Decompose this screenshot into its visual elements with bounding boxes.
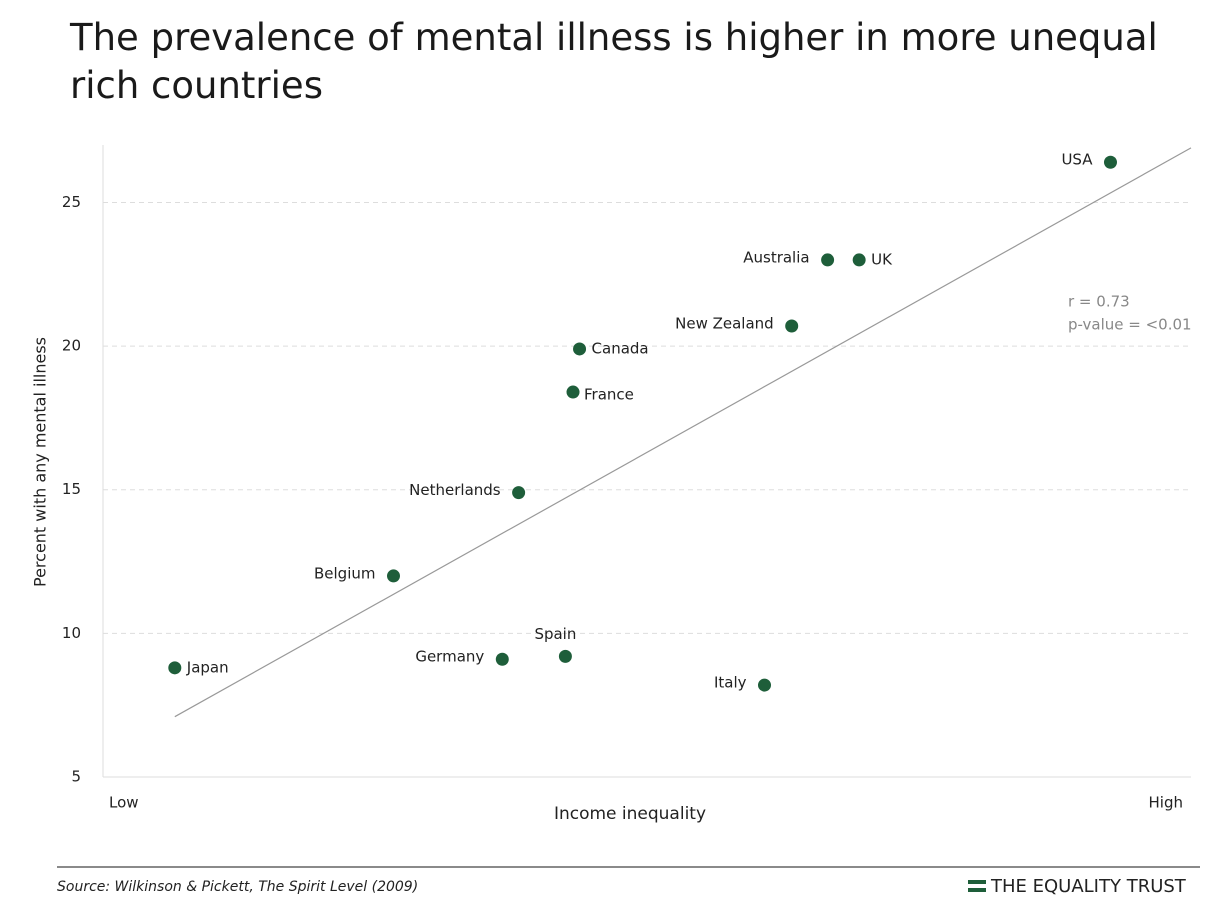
annotation: r = 0.73 xyxy=(1068,293,1130,311)
point-label: Japan xyxy=(186,658,229,676)
point-label: Netherlands xyxy=(409,481,501,499)
source: Source: Wilkinson & Pickett, The Spirit … xyxy=(57,879,418,895)
x-tick-label: Low xyxy=(109,794,139,812)
annotation: p-value = <0.01 xyxy=(1068,316,1192,334)
point xyxy=(821,253,835,267)
point-label: Belgium xyxy=(314,564,376,582)
y-tick-label: 20 xyxy=(62,337,81,355)
point-label: France xyxy=(584,386,634,404)
x-axis-label: Income inequality xyxy=(554,804,706,824)
point-label: New Zealand xyxy=(675,314,774,332)
point-label: Spain xyxy=(534,625,576,643)
point xyxy=(758,678,772,692)
point-label: UK xyxy=(871,250,893,268)
point-label: Canada xyxy=(592,339,649,357)
brand: THE EQUALITY TRUST xyxy=(990,876,1187,897)
chart-title: The prevalence of mental illness is high… xyxy=(70,16,1158,107)
point xyxy=(573,342,587,356)
point-label: Germany xyxy=(415,648,484,666)
brand-icon xyxy=(968,880,986,884)
point xyxy=(512,486,526,500)
y-tick-label: 25 xyxy=(62,193,81,211)
brand-icon xyxy=(968,888,986,892)
trend-line xyxy=(174,147,1192,718)
point xyxy=(168,661,182,675)
point xyxy=(1103,155,1117,169)
x-tick-label: High xyxy=(1149,794,1183,812)
point-label: USA xyxy=(1061,151,1093,169)
y-tick-label: 10 xyxy=(62,624,81,642)
point xyxy=(785,319,799,333)
y-tick-label: 15 xyxy=(62,480,81,498)
point xyxy=(566,385,580,399)
point-label: Australia xyxy=(743,248,809,266)
point xyxy=(495,652,509,666)
point-label: Italy xyxy=(714,674,747,692)
point xyxy=(852,253,866,267)
y-axis-label: Percent with any mental illness xyxy=(31,337,50,587)
point xyxy=(558,649,572,663)
point xyxy=(386,569,400,583)
y-tick-label: 5 xyxy=(71,768,81,786)
